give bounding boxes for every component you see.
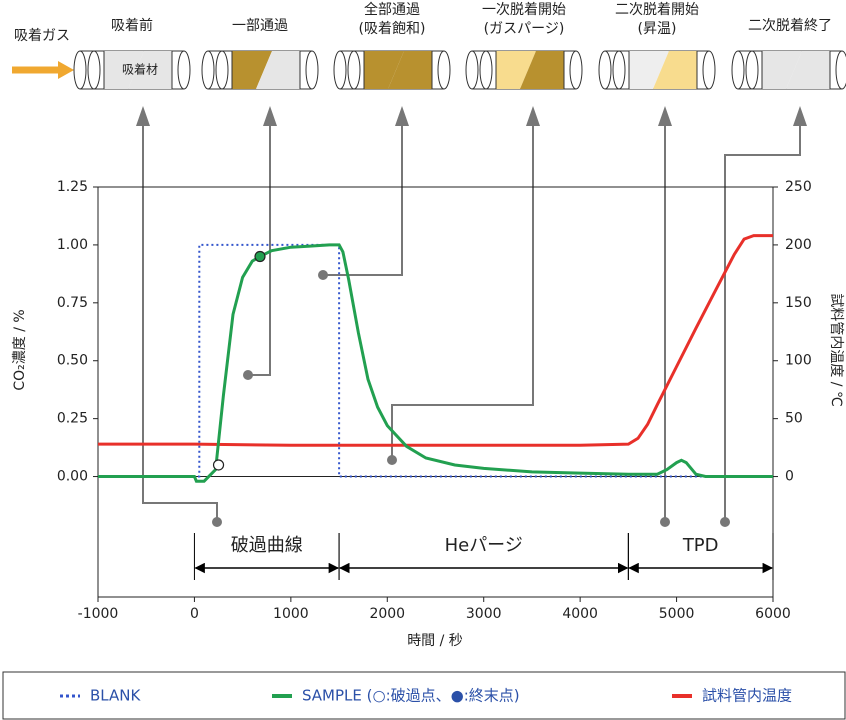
cylinder-end	[836, 51, 846, 89]
gas-label: 吸着ガス	[14, 28, 70, 44]
y2-tick-label: 200	[785, 237, 812, 253]
cylinder-end	[334, 51, 346, 89]
phase-label: 破過曲線	[231, 535, 303, 556]
x-tick-label: 6000	[755, 606, 791, 622]
y-tick-label: 1.25	[57, 179, 88, 195]
y-axis-label: CO₂濃度 / %	[12, 309, 28, 390]
stage-label: (ガスパージ)	[484, 21, 565, 37]
stage-label: 二次脱着開始	[615, 2, 699, 18]
pointers	[136, 106, 807, 527]
phase-label: Heパージ	[445, 535, 523, 556]
legend-label: SAMPLE (○:破過点、●:終末点)	[302, 687, 520, 705]
stage-label: 一部通過	[232, 18, 288, 34]
cylinder-end	[438, 51, 450, 89]
y2-tick-label: 150	[785, 295, 812, 311]
gas-arrow-head	[58, 61, 74, 79]
cylinder-end	[703, 51, 715, 89]
y2-tick-label: 250	[785, 179, 812, 195]
cylinder-end	[466, 51, 478, 89]
end-point	[255, 251, 265, 261]
legend-label: BLANK	[90, 687, 141, 705]
y-tick-label: 0.00	[57, 469, 88, 485]
y-tick-label: 0.75	[57, 295, 88, 311]
phase-label: TPD	[682, 535, 719, 556]
y2-tick-label: 100	[785, 353, 812, 369]
cylinder-end	[599, 51, 611, 89]
y-tick-label: 0.50	[57, 353, 88, 369]
chart: 吸着ガス CO₂濃度 / % 試料管内温度 / ℃ 時間 / 秒 吸着前吸着材 一…	[0, 0, 846, 720]
breakthrough-point	[214, 460, 224, 470]
stage-label: 吸着前	[111, 17, 153, 34]
y2-axis-label: 試料管内温度 / ℃	[828, 293, 844, 406]
cylinder-end	[306, 51, 318, 89]
stage-label: 一次脱着開始	[482, 2, 566, 18]
x-tick-label: 3000	[466, 606, 502, 622]
stage-label: 全部通過	[364, 1, 420, 18]
x-tick-label: 2000	[369, 606, 405, 622]
series-line	[98, 245, 773, 477]
x-tick-label: 0	[190, 606, 199, 622]
x-tick-label: 5000	[659, 606, 695, 622]
cylinder-end	[732, 51, 744, 89]
stage-label: (昇温)	[638, 21, 677, 37]
x-axis-label: 時間 / 秒	[407, 633, 463, 649]
stage-label: (吸着飽和)	[359, 20, 426, 37]
x-tick-label: 1000	[273, 606, 309, 622]
cylinder-end	[178, 51, 190, 89]
y-tick-label: 1.00	[57, 237, 88, 253]
y-tick-label: 0.25	[57, 411, 88, 427]
cylinder-end	[74, 51, 86, 89]
x-tick-label: -1000	[78, 606, 119, 622]
cylinder-end	[202, 51, 214, 89]
x-tick-label: 4000	[562, 606, 598, 622]
y2-tick-label: 50	[785, 411, 803, 427]
cylinder-end	[570, 51, 582, 89]
stage-label: 二次脱着終了	[748, 18, 832, 34]
legend-label: 試料管内温度	[702, 687, 792, 705]
y2-tick-label: 0	[785, 469, 794, 485]
adsorbent-label: 吸着材	[122, 62, 158, 77]
